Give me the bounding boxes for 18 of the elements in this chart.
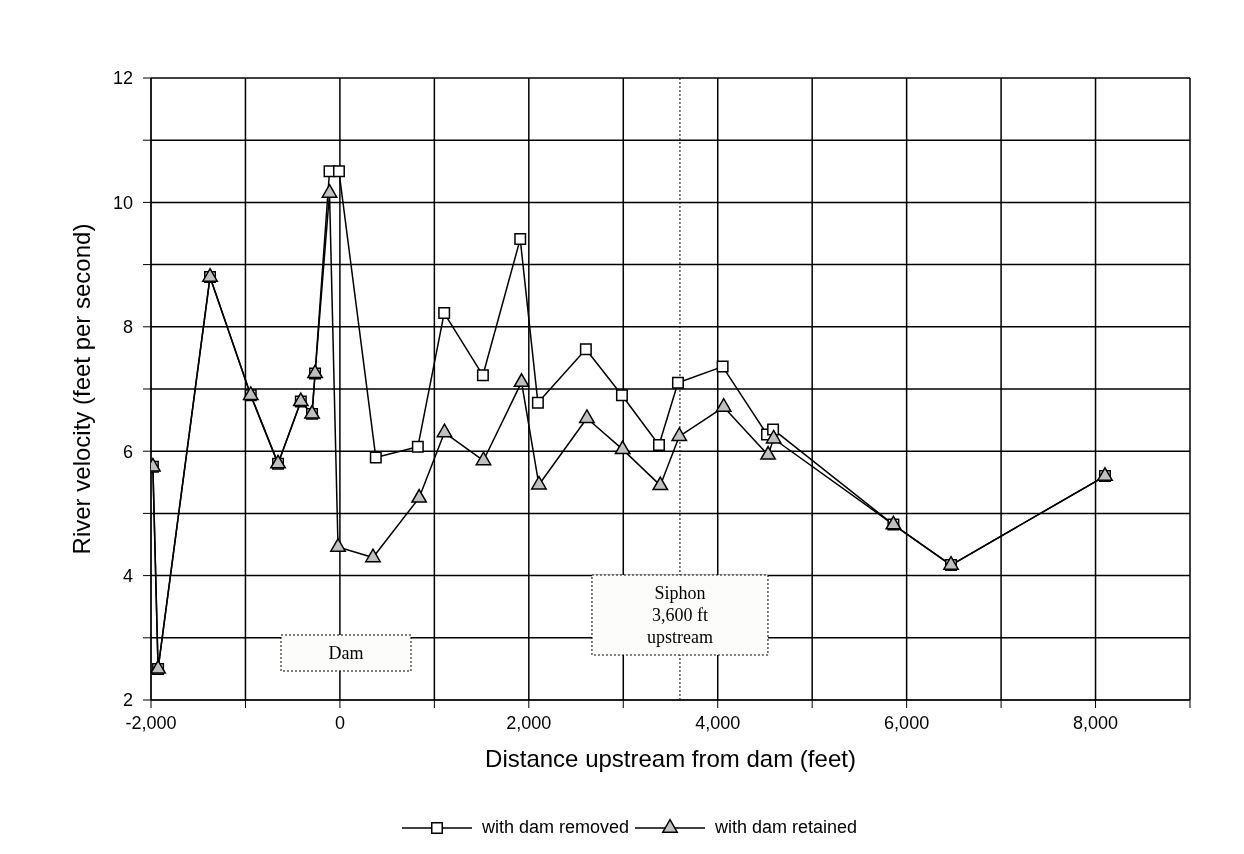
x-tick-label: 0	[334, 712, 345, 733]
y-tick-label: 6	[122, 441, 133, 462]
y-tick-label: 12	[112, 68, 133, 89]
y-axis-title: River velocity (feet per second)	[67, 223, 95, 555]
x-axis-title: Distance upstream from dam (feet)	[485, 745, 856, 772]
legend-label: with dam retained	[714, 817, 858, 838]
annotation: Dam	[328, 643, 364, 663]
x-tick-label: -2,000	[125, 712, 177, 733]
ref-line-label: Siphon 3,600 ft upstream	[646, 583, 713, 647]
x-tick-label: 4,000	[695, 712, 741, 733]
x-tick-label: 6,000	[884, 712, 930, 733]
x-tick-label: 2,000	[506, 712, 552, 733]
x-tick-label: 8,000	[1073, 712, 1119, 733]
y-tick-label: 4	[122, 565, 133, 586]
y-tick-label: 8	[122, 317, 133, 338]
y-tick-label: 10	[112, 192, 133, 213]
legend-label: with dam removed	[481, 817, 629, 838]
y-tick-label: 2	[122, 690, 133, 711]
